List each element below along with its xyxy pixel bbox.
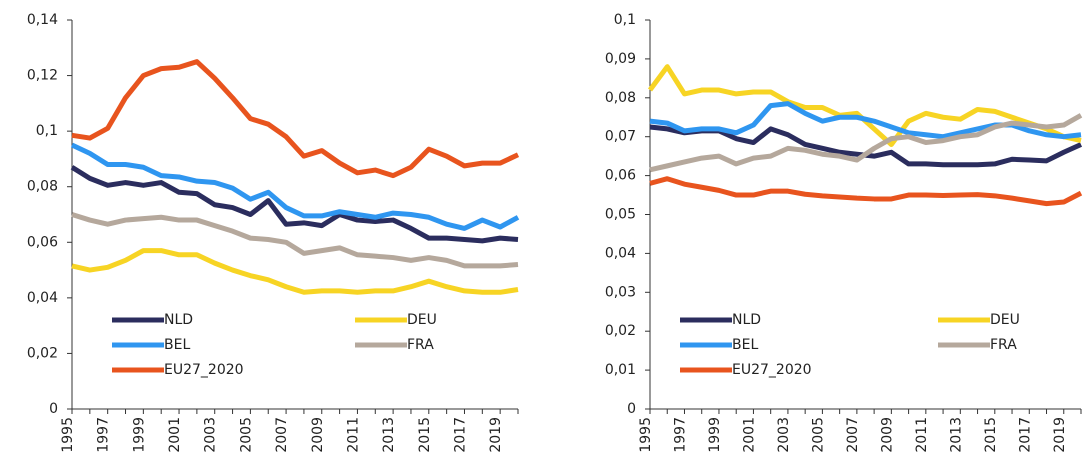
legend-label: EU27_2020 [164, 362, 244, 378]
x-tick-label: 2011 [345, 417, 361, 453]
legend-label: FRA [407, 337, 434, 353]
y-tick-label: 0,05 [605, 207, 636, 223]
data-line [71, 59, 520, 179]
x-tick-label: 2003 [776, 417, 792, 453]
legend-label: NLD [164, 312, 193, 328]
x-tick-label: 2005 [238, 417, 254, 453]
legend-label: FRA [990, 337, 1017, 353]
x-tick-label: 2017 [1017, 417, 1033, 453]
x-tick-label: 2019 [1052, 417, 1068, 453]
x-tick-label: 2015 [417, 417, 433, 453]
y-tick-label: 0,08 [27, 179, 58, 195]
y-tick-label: 0,04 [605, 245, 636, 261]
x-tick-label: 2001 [741, 417, 757, 453]
data-line [70, 142, 520, 231]
x-tick-label: 2011 [914, 417, 930, 453]
y-tick-label: 0,04 [27, 290, 58, 306]
y-tick-label: 0,12 [27, 68, 58, 84]
y-tick-label: 0,06 [27, 234, 58, 250]
data-line [649, 113, 1083, 173]
x-tick-label: 1999 [707, 417, 723, 453]
x-tick-label: 2009 [310, 417, 326, 453]
y-tick-label: 0,06 [605, 168, 636, 184]
x-tick-label: 2003 [203, 417, 219, 453]
x-tick-label: 2007 [274, 417, 290, 453]
y-tick-label: 0 [627, 401, 636, 417]
x-tick-label: 1995 [60, 417, 76, 453]
x-tick-label: 2013 [381, 417, 397, 453]
x-tick-label: 2019 [488, 417, 504, 453]
data-line [649, 176, 1083, 207]
y-tick-label: 0,02 [27, 345, 58, 361]
x-tick-label: 1997 [672, 417, 688, 453]
x-tick-label: 1997 [96, 417, 112, 453]
legend-label: BEL [164, 337, 190, 353]
x-tick-label: 2007 [845, 417, 861, 453]
y-tick-label: 0,01 [605, 362, 636, 378]
x-tick-label: 1999 [131, 417, 147, 453]
legend-label: DEU [990, 312, 1020, 328]
x-tick-label: 2013 [948, 417, 964, 453]
x-tick-label: 2009 [879, 417, 895, 453]
y-tick-label: 0,02 [605, 323, 636, 339]
x-tick-label: 2001 [167, 417, 183, 453]
data-line [71, 248, 519, 295]
y-tick-label: 0,14 [27, 12, 58, 28]
x-tick-label: 1995 [638, 417, 654, 453]
y-tick-label: 0,03 [605, 284, 636, 300]
x-tick-label: 2015 [983, 417, 999, 453]
y-tick-label: 0,09 [605, 51, 636, 67]
y-tick-label: 0 [49, 401, 58, 417]
y-tick-label: 0,07 [605, 129, 636, 145]
legend-label: NLD [732, 312, 761, 328]
data-line [71, 212, 519, 269]
y-tick-label: 0,1 [614, 12, 636, 28]
legend-label: EU27_2020 [732, 362, 812, 378]
y-tick-label: 0,08 [605, 90, 636, 106]
x-tick-label: 2017 [452, 417, 468, 453]
data-line [70, 165, 519, 244]
y-tick-label: 0,1 [36, 123, 58, 139]
legend-label: BEL [732, 337, 758, 353]
x-tick-label: 2005 [810, 417, 826, 453]
legend-label: DEU [407, 312, 437, 328]
